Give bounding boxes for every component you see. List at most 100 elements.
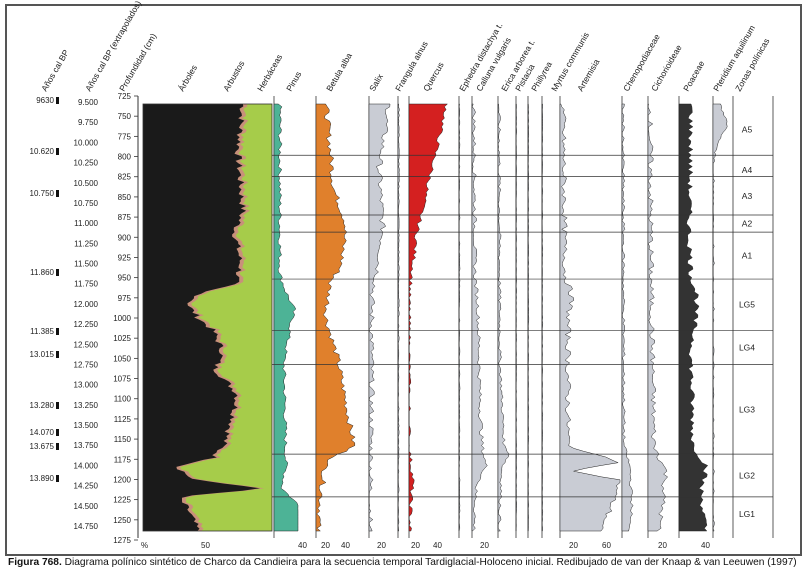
main-diagram-border <box>142 103 273 532</box>
extrap-label: 13.250 <box>74 401 99 410</box>
zone-label: A3 <box>742 191 753 201</box>
cal-bp-label: 11.385 <box>30 327 54 336</box>
tick-artemisia-60: 60 <box>602 541 611 550</box>
depth-label: 1200 <box>113 475 131 484</box>
depth-label: 1075 <box>113 375 131 384</box>
depth-label: 750 <box>118 112 132 121</box>
cal-bp-marker <box>56 351 59 358</box>
extrap-label: 14.500 <box>74 502 99 511</box>
quercus-curve <box>408 103 449 532</box>
tick-betula-20: 20 <box>321 541 330 550</box>
depth-label: 825 <box>118 173 132 182</box>
cal-bp-marker <box>56 148 59 155</box>
betula-curve <box>315 103 356 532</box>
myrtus-curve <box>541 103 544 532</box>
header-betula: Betula alba <box>324 51 354 93</box>
header-extrap: Años cal BP (extrapolados) <box>83 0 143 93</box>
depth-label: 1150 <box>114 435 132 444</box>
tick-quercus-20: 20 <box>411 541 420 550</box>
depth-label: 950 <box>118 274 132 283</box>
extrap-label: 11.250 <box>74 239 98 248</box>
poaceae-curve <box>678 103 709 532</box>
header-depth: Profundidad (cm) <box>117 31 158 93</box>
depth-label: 1225 <box>113 496 131 505</box>
zone-label: A4 <box>742 165 753 175</box>
header-arbustos: Arbustos <box>221 59 246 93</box>
header-herbaceas: Herbáceas <box>255 52 284 93</box>
extrap-label: 14.000 <box>74 461 99 470</box>
depth-label: 900 <box>118 233 132 242</box>
cal-bp-marker <box>56 429 59 436</box>
chenopodiaceae-curve <box>621 103 634 532</box>
depth-label: 1050 <box>113 354 131 363</box>
extrap-label: 9.500 <box>78 98 99 107</box>
depth-label: 925 <box>118 253 132 262</box>
extrap-label: 10.000 <box>74 138 99 147</box>
depth-label: 1175 <box>114 455 132 464</box>
extrap-label: 14.750 <box>74 522 99 531</box>
depth-label: 725 <box>118 92 132 101</box>
extrap-label: 10.750 <box>74 199 99 208</box>
salix-curve <box>368 103 391 532</box>
cal-bp-marker <box>56 190 59 197</box>
header-pinus: Pinus <box>284 70 303 93</box>
calluna-curve <box>471 103 488 532</box>
cal-bp-label: 13.280 <box>30 401 55 410</box>
tick-cichorioideae-20: 20 <box>658 541 667 550</box>
cal-bp-label: 9630 <box>36 96 54 105</box>
depth-label: 1025 <box>113 334 131 343</box>
extrap-label: 12.250 <box>74 320 99 329</box>
depth-label: 1000 <box>113 314 131 323</box>
extrap-label: 13.000 <box>74 381 99 390</box>
zone-label: LG5 <box>739 300 755 310</box>
cal-bp-marker <box>56 443 59 450</box>
frangula-curve <box>397 103 400 532</box>
header-poaceae: Poaceae <box>681 59 707 93</box>
cal-bp-label: 10.620 <box>30 147 55 156</box>
extrap-label: 10.250 <box>74 159 99 168</box>
caption-text: Diagrama polínico sintético de Charco da… <box>61 557 797 568</box>
depth-and-age-axes: 725 750 775 800 825 850 875 900 925 950 975 1000 102… <box>30 92 139 545</box>
cal-bp-label: 13.015 <box>30 350 55 359</box>
extrap-label: 13.500 <box>74 421 99 430</box>
cal-bp-label: 13.675 <box>30 442 55 451</box>
depth-label: 850 <box>118 193 132 202</box>
erica-curve <box>497 103 510 532</box>
tick-betula-40: 40 <box>341 541 350 550</box>
header-artemisia: Artemisia <box>575 57 602 93</box>
pollen-diagram: Años cal BP Años cal BP (extrapolados) P… <box>30 0 774 550</box>
cal-bp-label: 13.890 <box>30 474 55 483</box>
tick-main-pct: % <box>141 541 148 550</box>
cal-bp-label: 11.860 <box>30 268 54 277</box>
extrap-label: 14.250 <box>74 482 99 491</box>
zone-label: LG2 <box>739 470 755 480</box>
zone-label: LG4 <box>739 342 755 352</box>
depth-label: 875 <box>118 213 132 222</box>
extrap-label: 12.750 <box>74 360 99 369</box>
pteridium-curve <box>712 103 728 532</box>
tick-salix-20: 20 <box>377 541 386 550</box>
pistacia-curve <box>515 103 517 532</box>
column-headers: Años cal BP Años cal BP (extrapolados) P… <box>39 0 771 93</box>
zone-lines: A5 A4 A3 A2 A1 LG5 LG4 LG3 LG2 LG1 <box>272 96 774 538</box>
depth-label: 975 <box>118 294 132 303</box>
ephedra-curve <box>458 103 461 532</box>
depth-label: 1275 <box>113 536 131 545</box>
header-quercus: Quercus <box>421 60 446 93</box>
depth-label: 1100 <box>114 395 132 404</box>
tick-poaceae-40: 40 <box>701 541 710 550</box>
cal-bp-marker <box>56 475 59 482</box>
extrap-label: 9.750 <box>78 118 99 127</box>
extrap-label: 10.500 <box>74 179 99 188</box>
cichorioideae-curve <box>647 103 668 532</box>
extrap-label: 11.500 <box>74 260 98 269</box>
extrap-label: 13.750 <box>74 441 99 450</box>
bottom-axis-ticks: % 50 40 20 40 20 20 40 20 20 60 20 40 <box>141 541 710 550</box>
depth-label: 775 <box>118 132 132 141</box>
zone-label: A1 <box>742 251 753 261</box>
extrap-label: 12.500 <box>74 340 99 349</box>
extrap-label: 12.000 <box>74 300 99 309</box>
depth-label: 1250 <box>113 516 131 525</box>
pinus-curve <box>273 103 299 532</box>
cal-bp-marker <box>56 328 59 335</box>
